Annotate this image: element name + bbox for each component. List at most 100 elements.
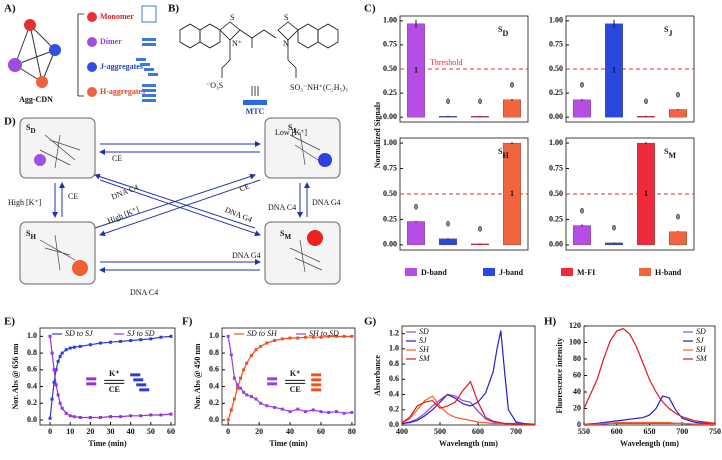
subplot-title: SD [498,25,508,38]
state-label: 0 [478,225,482,234]
edge-label: CE [238,181,251,193]
group: SO₃⁻NH⁺(C₂H₅)₃ [290,83,348,92]
equivalence [251,86,259,96]
sphere [87,37,97,47]
inset-arrows [285,379,306,384]
title-main: S [664,25,669,34]
marker [334,410,338,414]
marker [232,397,236,401]
center-label: Agg-CDN [19,95,53,104]
inset-icon [311,373,322,377]
marker [109,415,113,419]
y-tick-label: 80 [573,354,581,363]
marker [72,415,76,419]
x-tick-label: 600 [472,427,484,436]
panel-label: D) [4,116,16,128]
y-tick-label: 0.00 [549,112,563,121]
inset-label: K⁺ [290,369,300,378]
marker [78,415,82,419]
state-label: SM [280,229,291,241]
y-tick-label: 120 [569,321,581,330]
state-sub: D [30,127,35,135]
y-tick-label: 0.8 [209,348,219,357]
marker [119,339,123,343]
x-tick-label: 50 [147,427,155,436]
y-tick-label: 1.0 [389,344,399,353]
sphere [36,76,48,88]
legend-label: SD [419,327,429,336]
legend-label: SJ [419,336,427,345]
x-tick-label: 10 [66,427,74,436]
marker [235,386,239,390]
marker [242,390,246,394]
legend-swatch [483,268,495,276]
legend-label: SH [419,345,430,354]
x-tick-label: 600 [611,427,623,436]
marker [60,406,64,410]
title-main: S [498,147,503,156]
x-tick-label: 550 [578,427,590,436]
legend-label: D-band [421,268,447,277]
edge-label: Low [K⁺] [275,128,307,137]
inset-icon [136,383,147,387]
panel-label: H) [544,316,557,328]
marker [52,380,56,384]
y-tick-label: 1.00 [549,16,563,25]
y-tick-label: 0.50 [549,189,563,198]
panel-label: F) [182,316,193,328]
marker [259,401,263,405]
marker [327,334,331,338]
molecule-icon [14,24,56,83]
x-tick-label: 40 [127,427,135,436]
state-label: 0 [580,81,584,90]
marker [60,351,64,355]
state-label: 0 [676,90,680,99]
edge-label: High [K⁺] [8,198,42,207]
state-label: 1 [612,65,616,74]
aggregate-icons [136,5,158,102]
state-name: S [280,229,285,238]
marker [68,346,72,350]
legend-swatch [639,268,651,276]
panel-labels: A) B) C) D) E) F) G) H) [4,3,557,328]
marker [296,336,300,340]
x-axis-label: Wavelength (nm) [439,439,498,448]
bar [439,238,457,246]
threshold-label: Threshold [430,58,462,67]
marker [88,343,92,347]
inset-icon [86,382,97,386]
y-tick-label: 1.0 [27,331,37,340]
state-label: 1 [414,65,418,74]
inset-label: CE [290,385,301,394]
inset-icon [267,377,278,381]
x-tick-label: 500 [434,427,446,436]
mtc-label: MTC [246,107,265,116]
marker [229,353,233,357]
subplot-title: SM [664,147,676,160]
atom: S [284,13,288,22]
marker [64,411,68,415]
state-label: SJ [288,123,296,135]
legend-label: SH [696,345,707,354]
plot-frame [39,327,176,426]
y-tick-label: 1.2 [389,328,399,337]
marker [169,334,173,338]
marker [109,340,113,344]
legend-label: SD [696,327,706,336]
sphere [24,19,36,31]
edge-label: DNA G4 [232,251,261,260]
marker [129,414,133,418]
x-tick-label: 20 [86,427,94,436]
y-tick-label: 0.0 [389,420,399,429]
molecule-lines [39,131,323,273]
marker [288,410,292,414]
x-tick-label: 750 [709,427,721,436]
marker [50,351,54,355]
y-axis-label: Fluorescence intensity [555,338,564,414]
sphere [307,230,323,246]
y-tick-label: 1.00 [383,16,397,25]
marker [64,348,68,352]
inset-icon [86,377,97,381]
item: J-aggregates [100,62,143,71]
x-tick-label: 20 [255,427,263,436]
